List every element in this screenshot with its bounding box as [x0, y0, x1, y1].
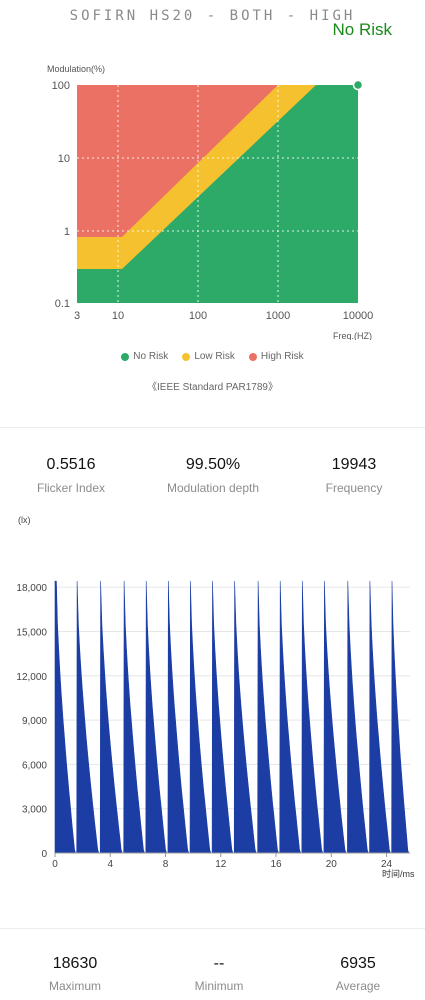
wave-xlabel: 时间/ms	[382, 868, 415, 879]
wave-x-tick: 4	[107, 859, 113, 870]
wave-y-tick: 6,000	[22, 760, 47, 771]
minimum-stat: -- Minimum	[148, 955, 290, 993]
wave-y-tick: 12,000	[16, 672, 47, 683]
wave-ylabel: (lx)	[18, 515, 31, 525]
legend-item-no-risk[interactable]: No Risk	[121, 351, 168, 362]
wave-y-tick: 18,000	[16, 583, 47, 594]
wave-x-tick: 0	[52, 859, 58, 870]
minimum-label: Minimum	[194, 979, 244, 993]
risk-x-tick: 10000	[343, 310, 374, 322]
illuminance-waveform	[54, 580, 411, 854]
header-title: SOFIRN HS20 - BOTH - HIGH	[69, 8, 356, 24]
flicker-index-metric: 0.5516 Flicker Index	[0, 456, 142, 495]
legend-label: No Risk	[133, 351, 169, 362]
wave-x-tick: 24	[381, 859, 393, 870]
frequency-metric: 19943 Frequency	[283, 456, 425, 495]
risk-x-tick: 3	[74, 310, 80, 322]
modulation-depth-metric: 99.50% Modulation depth	[142, 456, 284, 495]
wave-x-tick: 20	[326, 859, 338, 870]
maximum-stat: 18630 Maximum	[4, 955, 146, 993]
illuminance-waveform-chart: (lx) 03,0006,0009,00012,00015,00018,000 …	[16, 515, 415, 879]
wave-y-axis: 0 3,000 6,000 9,000 12,000 15,000 18,000	[16, 583, 47, 860]
frequency-label: Frequency	[325, 481, 383, 495]
risk-status: No Risk	[332, 20, 392, 39]
legend-item-low-risk[interactable]: Low Risk	[182, 351, 235, 362]
no-risk-region	[77, 85, 358, 303]
average-label: Average	[335, 979, 381, 993]
legend-label: Low Risk	[194, 351, 235, 362]
section-divider	[0, 928, 425, 929]
high-risk-dot-icon	[248, 352, 257, 361]
minimum-value: --	[213, 955, 225, 972]
risk-chart-ylabel: Modulation(%)	[47, 64, 105, 74]
average-value: 6935	[340, 955, 376, 972]
average-stat: 6935 Average	[287, 955, 425, 993]
modulation-depth-label: Modulation depth	[166, 481, 260, 495]
wave-x-tick: 12	[215, 859, 227, 870]
low-risk-dot-icon	[182, 352, 191, 361]
wave-y-tick: 3,000	[22, 805, 47, 816]
standard-reference: 《IEEE Standard PAR1789》	[147, 382, 278, 393]
frequency-value: 19943	[331, 456, 377, 473]
wave-x-tick: 16	[270, 859, 282, 870]
risk-y-tick: 100	[52, 80, 70, 92]
flicker-index-value: 0.5516	[46, 456, 96, 473]
risk-y-tick: 0.1	[55, 298, 70, 310]
wave-y-tick: 9,000	[22, 716, 47, 727]
wave-y-tick: 0	[41, 849, 47, 860]
flicker-index-label: Flicker Index	[36, 481, 106, 495]
risk-y-tick: 1	[64, 226, 70, 238]
wave-x-axis: 0 4 8 12 16 20 24	[52, 853, 393, 870]
modulation-depth-value: 99.50%	[185, 456, 241, 473]
section-divider	[0, 427, 425, 428]
risk-chart-xlabel: Freq.(HZ)	[333, 331, 372, 340]
risk-x-tick: 10	[112, 310, 124, 322]
legend-item-high-risk[interactable]: High Risk	[248, 351, 304, 362]
no-risk-dot-icon	[121, 352, 130, 361]
risk-legend: No Risk Low Risk High Risk	[0, 351, 425, 362]
wave-y-tick: 15,000	[16, 627, 47, 638]
maximum-label: Maximum	[48, 979, 101, 993]
risk-y-tick: 10	[58, 153, 70, 165]
risk-x-tick: 1000	[266, 310, 290, 322]
legend-label: High Risk	[260, 351, 304, 362]
risk-x-tick: 100	[189, 310, 207, 322]
wave-x-tick: 8	[163, 859, 169, 870]
measured-point[interactable]	[352, 79, 364, 91]
flicker-risk-chart: Modulation(%) 100 10 1 0.1 3 10 100 1000…	[47, 64, 374, 340]
maximum-value: 18630	[52, 955, 98, 972]
